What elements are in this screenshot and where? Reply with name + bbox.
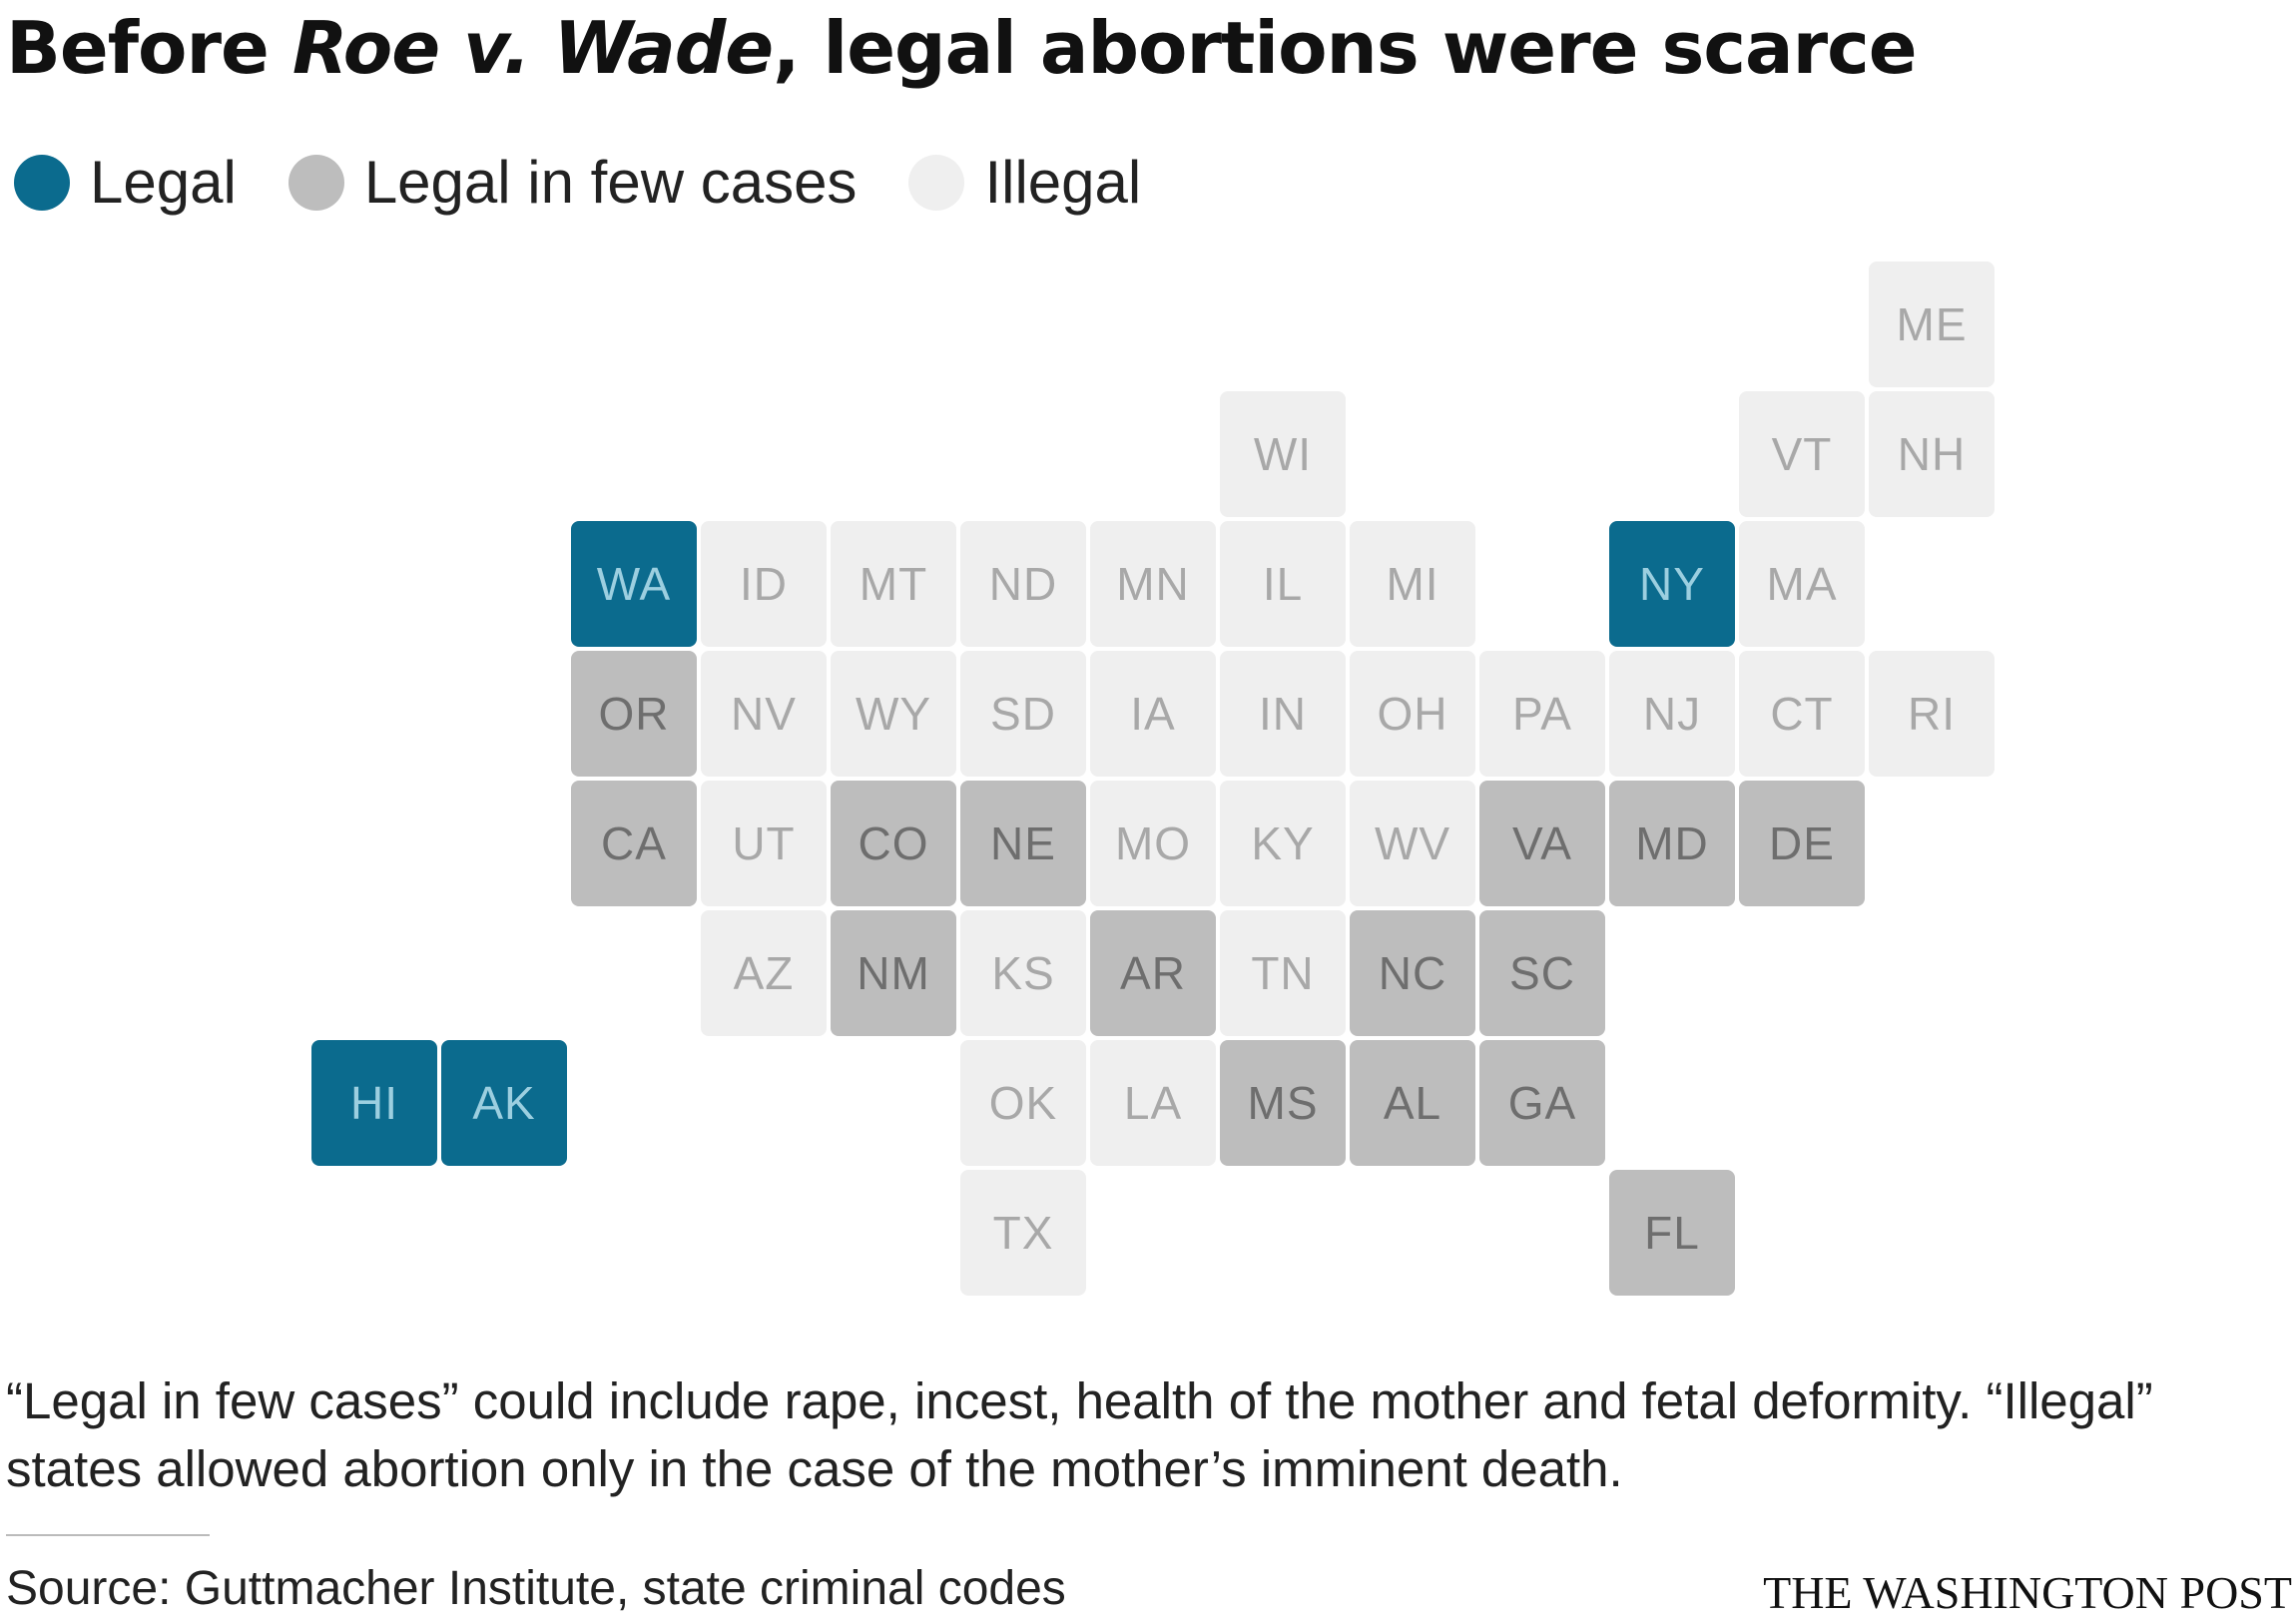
legend-swatch-illegal	[908, 155, 965, 211]
state-tile-sc: SC	[1479, 910, 1605, 1036]
state-tile-ga: GA	[1479, 1040, 1605, 1166]
state-tile-ky: KY	[1220, 781, 1346, 906]
state-tile-az: AZ	[701, 910, 827, 1036]
state-tile-sd: SD	[960, 651, 1086, 777]
state-tile-va: VA	[1479, 781, 1605, 906]
state-tile-ok: OK	[960, 1040, 1086, 1166]
state-tile-la: LA	[1090, 1040, 1216, 1166]
state-tile-mi: MI	[1350, 521, 1475, 647]
state-tile-nh: NH	[1869, 391, 1995, 517]
state-tile-co: CO	[831, 781, 956, 906]
state-tile-tx: TX	[960, 1170, 1086, 1296]
source-line: Source: Guttmacher Institute, state crim…	[6, 1562, 1066, 1615]
state-tile-ca: CA	[571, 781, 697, 906]
legend: Legal Legal in few cases Illegal	[14, 148, 1193, 218]
state-tile-mn: MN	[1090, 521, 1216, 647]
state-tile-de: DE	[1739, 781, 1865, 906]
state-tile-il: IL	[1220, 521, 1346, 647]
state-tile-ct: CT	[1739, 651, 1865, 777]
state-tile-ny: NY	[1609, 521, 1735, 647]
legend-label-illegal: Illegal	[984, 149, 1142, 216]
state-tile-nm: NM	[831, 910, 956, 1036]
legend-item-illegal: Illegal	[908, 148, 1141, 218]
state-tile-wi: WI	[1220, 391, 1346, 517]
chart-title: Before Roe v. Wade, legal abortions were…	[6, 0, 1918, 96]
state-tile-ar: AR	[1090, 910, 1216, 1036]
state-tile-md: MD	[1609, 781, 1735, 906]
state-tile-ks: KS	[960, 910, 1086, 1036]
state-tile-mt: MT	[831, 521, 956, 647]
state-tile-nv: NV	[701, 651, 827, 777]
legend-label-few: Legal in few cases	[363, 149, 858, 216]
legend-item-legal: Legal	[14, 148, 237, 218]
state-tile-nj: NJ	[1609, 651, 1735, 777]
state-tile-wa: WA	[571, 521, 697, 647]
state-tile-tn: TN	[1220, 910, 1346, 1036]
state-tile-pa: PA	[1479, 651, 1605, 777]
title-prefix: Before	[6, 6, 292, 90]
state-tile-nd: ND	[960, 521, 1086, 647]
state-tile-al: AL	[1350, 1040, 1475, 1166]
state-tile-hi: HI	[311, 1040, 437, 1166]
state-tile-id: ID	[701, 521, 827, 647]
state-tile-ma: MA	[1739, 521, 1865, 647]
legend-label-legal: Legal	[90, 149, 237, 216]
state-tile-in: IN	[1220, 651, 1346, 777]
divider	[6, 1534, 210, 1536]
legend-swatch-few	[287, 155, 344, 211]
state-tile-vt: VT	[1739, 391, 1865, 517]
state-tile-ia: IA	[1090, 651, 1216, 777]
state-tile-ne: NE	[960, 781, 1086, 906]
state-tile-oh: OH	[1350, 651, 1475, 777]
state-tile-wv: WV	[1350, 781, 1475, 906]
publisher-credit: THE WASHINGTON POST	[1763, 1567, 2292, 1618]
state-tile-ri: RI	[1869, 651, 1995, 777]
state-tile-mo: MO	[1090, 781, 1216, 906]
state-tile-or: OR	[571, 651, 697, 777]
state-tile-ms: MS	[1220, 1040, 1346, 1166]
state-tile-ut: UT	[701, 781, 827, 906]
legend-swatch-legal	[14, 155, 70, 211]
state-tile-wy: WY	[831, 651, 956, 777]
state-tile-ak: AK	[441, 1040, 567, 1166]
footnote: “Legal in few cases” could include rape,…	[6, 1372, 2153, 1497]
title-suffix: , legal abortions were scarce	[773, 6, 1918, 90]
state-tile-me: ME	[1869, 262, 1995, 387]
legend-item-few: Legal in few cases	[287, 148, 858, 218]
state-tile-fl: FL	[1609, 1170, 1735, 1296]
state-tile-nc: NC	[1350, 910, 1475, 1036]
title-case-name: Roe v. Wade	[291, 6, 774, 90]
